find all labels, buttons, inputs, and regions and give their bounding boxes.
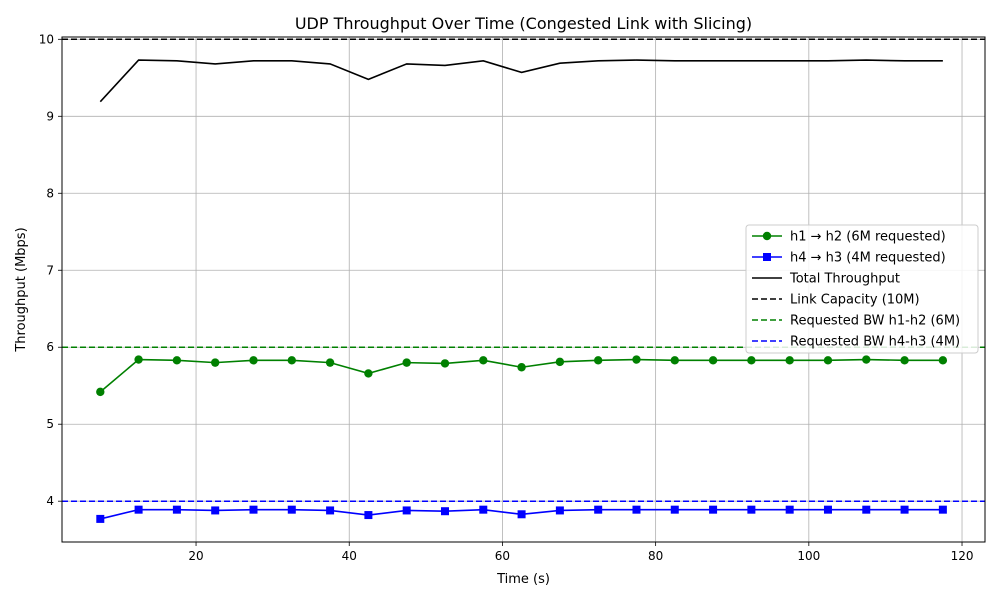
data-point [249,356,258,365]
data-point [211,506,220,515]
data-point [938,505,947,514]
data-point [210,358,220,367]
y-tick-label: 4 [46,494,54,508]
data-point [670,505,679,514]
data-point [96,387,105,397]
y-tick-label: 7 [46,263,54,277]
data-point [862,505,871,514]
data-point [632,355,641,364]
data-point [96,514,105,523]
data-point [402,506,411,515]
data-point [747,356,756,365]
data-point [172,505,181,514]
data-point [670,356,679,365]
data-point [134,505,143,514]
plot-frame [61,36,986,543]
legend-label: h1 → h2 (6M requested) [790,230,946,245]
data-point [287,356,296,365]
x-tick-label: 40 [342,549,357,563]
data-point [823,505,832,514]
legend-label: Requested BW h4-h3 (4M) [790,335,960,350]
data-point [593,356,603,365]
series-layer [96,59,948,523]
legend-marker [762,231,772,241]
data-point [900,505,909,514]
data-point [440,507,449,516]
chart-title: UDP Throughput Over Time (Congested Link… [295,14,752,33]
legend-marker [763,253,771,261]
data-point [479,356,488,365]
y-tick-label: 8 [46,186,54,200]
x-axis-label: Time (s) [496,572,550,587]
data-point [862,355,871,364]
x-tick-label: 20 [188,549,203,563]
data-point [402,358,411,367]
x-tick-label: 100 [797,549,820,563]
legend-label: h4 → h3 (4M requested) [790,251,946,266]
data-point [900,356,909,365]
data-point [747,505,756,514]
data-point [172,356,182,365]
y-tick-label: 10 [39,32,54,46]
data-point [479,505,488,514]
legend-label: Link Capacity (10M) [790,293,920,308]
x-tick-label: 120 [951,549,974,563]
x-axis-ticks: 20 40 60 80 100 120 [188,542,973,563]
data-point [823,356,833,365]
data-point [364,511,373,520]
data-point [938,356,948,365]
series-line [99,59,943,103]
y-axis-label: Throughput (Mbps) [14,227,29,352]
data-point [517,363,526,372]
x-tick-label: 80 [648,549,663,563]
x-tick-label: 60 [495,549,510,563]
data-point [708,356,718,365]
data-point [785,356,794,365]
data-point [134,355,143,364]
data-point [785,505,794,514]
legend-label: Total Throughput [789,272,900,287]
legend: h1 → h2 (6M requested) h4 → h3 (4M reques… [745,224,979,354]
legend-label: Requested BW h1-h2 (6M) [790,314,960,329]
data-point [555,357,565,367]
y-tick-label: 9 [46,109,54,123]
data-point [249,505,258,514]
data-point [632,505,641,514]
data-point [517,510,526,519]
y-tick-label: 5 [46,417,54,431]
data-point [325,358,335,367]
data-point [594,505,603,514]
data-point [709,505,718,514]
legend-box [745,224,979,354]
data-point [555,506,564,515]
y-axis-ticks: 4 5 6 7 8 9 10 [39,32,62,508]
data-point [364,369,373,378]
data-point [440,359,450,368]
data-point [287,505,296,514]
y-tick-label: 6 [46,340,54,354]
data-point [326,506,335,515]
